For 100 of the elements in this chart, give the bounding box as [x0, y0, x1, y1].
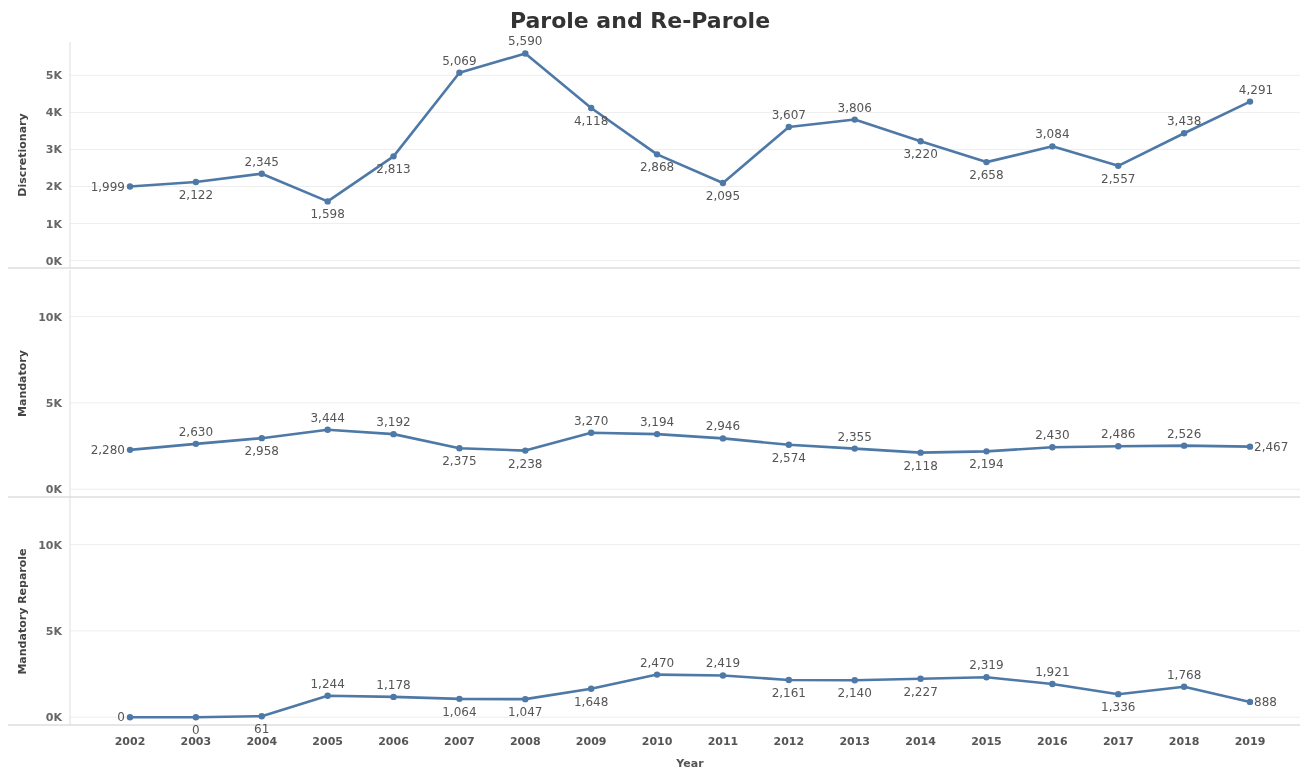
point — [390, 430, 397, 438]
point — [785, 441, 793, 448]
x-tick-label: 2006 — [378, 735, 410, 748]
data-label: 888 — [1254, 694, 1277, 709]
point — [1049, 680, 1056, 688]
y-axis-title: Mandatory Reparole — [16, 548, 29, 675]
data-label: 1,921 — [1035, 665, 1070, 680]
data-label: 1,999 — [90, 179, 125, 194]
y-tick-label: 0K — [45, 483, 63, 497]
point — [587, 429, 595, 436]
point — [456, 69, 463, 76]
point — [192, 440, 200, 448]
point — [126, 714, 134, 721]
point — [785, 123, 793, 131]
point — [1180, 683, 1188, 690]
data-label: 3,806 — [837, 100, 872, 115]
point — [653, 671, 661, 678]
x-axis-title: Year — [675, 757, 705, 770]
point — [126, 446, 134, 454]
point — [522, 447, 529, 454]
point — [456, 695, 463, 703]
point — [258, 170, 265, 177]
point — [324, 692, 331, 699]
point — [917, 449, 924, 456]
data-label: 3,194 — [639, 415, 675, 430]
y-axis-title: Mandatory — [16, 350, 29, 417]
data-label: 2,430 — [1035, 428, 1070, 443]
data-label: 2,470 — [639, 655, 675, 670]
data-label: 2,658 — [969, 168, 1004, 183]
y-tick-label: 5K — [45, 624, 63, 638]
x-tick-label: 2013 — [839, 735, 871, 748]
data-label: 61 — [254, 722, 270, 737]
data-label: 1,047 — [508, 705, 543, 720]
data-label: 2,467 — [1254, 439, 1289, 454]
x-tick-label: 2004 — [246, 735, 278, 748]
point — [1246, 443, 1254, 450]
data-label: 0 — [117, 710, 125, 725]
point — [587, 685, 595, 692]
data-label: 4,291 — [1238, 82, 1274, 97]
data-label: 2,419 — [705, 656, 741, 671]
y-tick-label: 4K — [45, 106, 63, 120]
x-tick-label: 2012 — [773, 735, 805, 748]
data-label: 4,118 — [574, 114, 609, 129]
point — [1115, 690, 1122, 698]
data-label: 1,064 — [442, 704, 477, 719]
point — [1246, 698, 1254, 706]
data-label: 2,486 — [1101, 427, 1136, 442]
data-label: 2,280 — [90, 442, 125, 457]
point — [719, 435, 727, 442]
data-label: 2,194 — [969, 457, 1004, 472]
x-tick-label: 2018 — [1168, 735, 1200, 748]
data-label: 2,557 — [1101, 171, 1136, 186]
y-tick-label: 2K — [45, 180, 63, 194]
data-label: 2,140 — [837, 686, 872, 701]
data-label: 1,768 — [1166, 667, 1202, 682]
point — [983, 158, 990, 166]
data-label: 2,630 — [178, 424, 214, 439]
data-label: 0 — [192, 723, 200, 738]
x-tick-label: 2017 — [1102, 735, 1134, 748]
y-axis-title: Discretionary — [16, 113, 29, 197]
data-label: 1,648 — [574, 694, 609, 709]
point — [1246, 98, 1254, 105]
point — [653, 151, 661, 158]
data-label: 2,319 — [969, 658, 1004, 673]
y-tick-label: 1K — [45, 217, 63, 231]
data-label: 3,192 — [376, 415, 411, 430]
x-tick-label: 2015 — [971, 735, 1002, 748]
x-tick-label: 2007 — [444, 735, 475, 748]
point — [324, 426, 331, 433]
x-tick-label: 2014 — [905, 735, 937, 748]
y-tick-label: 3K — [45, 143, 63, 157]
point — [851, 677, 858, 684]
data-label: 2,868 — [639, 160, 675, 175]
point — [851, 445, 858, 452]
data-label: 2,238 — [508, 456, 543, 471]
data-label: 1,244 — [310, 676, 345, 691]
x-tick-label: 2016 — [1037, 735, 1068, 748]
data-label: 2,958 — [244, 444, 279, 459]
data-label: 3,607 — [771, 107, 806, 122]
y-tick-label: 5K — [45, 396, 63, 410]
data-label: 5,069 — [442, 53, 477, 68]
point — [126, 183, 134, 190]
data-label: 3,220 — [903, 147, 938, 162]
chart-title: Parole and Re-Parole — [509, 8, 771, 33]
point — [851, 116, 858, 123]
data-label: 3,438 — [1166, 114, 1202, 129]
point — [1049, 444, 1056, 451]
data-label: 2,161 — [771, 685, 806, 700]
x-tick-label: 2003 — [180, 735, 212, 748]
data-label: 5,590 — [508, 34, 543, 49]
data-label: 2,574 — [771, 450, 806, 465]
point — [719, 672, 727, 679]
y-tick-label: 0K — [45, 711, 63, 725]
y-tick-label: 5K — [45, 69, 63, 83]
data-label: 1,598 — [310, 207, 345, 222]
point — [983, 448, 990, 455]
point — [456, 445, 463, 452]
data-label: 2,227 — [903, 684, 938, 699]
point — [390, 153, 397, 160]
point — [258, 712, 265, 720]
